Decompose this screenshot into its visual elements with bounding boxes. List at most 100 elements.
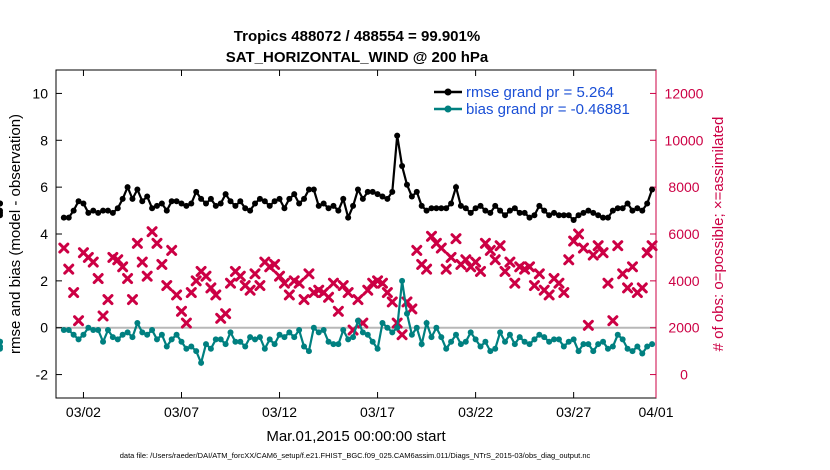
bias-point (364, 331, 371, 338)
bias-point (600, 338, 607, 345)
bias-point (315, 329, 322, 336)
bias-point (516, 334, 523, 341)
bias-point (438, 334, 445, 341)
rmse-point (242, 205, 249, 212)
bias-point (222, 341, 229, 348)
bias-point (526, 341, 533, 348)
bias-point (85, 324, 92, 331)
bias-point (178, 338, 185, 345)
obs-assimilated-marker (190, 275, 202, 287)
x-tick-label: 03/02 (66, 404, 101, 420)
bias-point (482, 338, 489, 345)
rmse-point (168, 198, 175, 205)
bias-point (70, 331, 77, 338)
obs-assimilated-marker (425, 230, 437, 242)
bias-point (119, 331, 126, 338)
bias-point (139, 329, 146, 336)
rmse-point (301, 195, 308, 202)
rmse-point (614, 205, 621, 212)
bias-point (212, 336, 219, 343)
rmse-point (609, 207, 616, 214)
rmse-point (188, 200, 195, 207)
rmse-point (433, 205, 440, 212)
right-tick-label: 8000 (668, 179, 699, 195)
rmse-point (75, 198, 82, 205)
bias-point (261, 345, 268, 352)
rmse-point (506, 207, 513, 214)
rmse-point (305, 186, 312, 193)
bias-point (639, 350, 646, 357)
rmse-point (232, 202, 239, 209)
bias-point (203, 341, 209, 348)
obs-assimilated-marker (303, 268, 315, 280)
rmse-point (541, 207, 548, 214)
obs-assimilated-marker (509, 277, 521, 289)
rmse-point (482, 207, 489, 214)
rmse-point (183, 202, 190, 209)
rmse-point (325, 205, 332, 212)
rmse-point (492, 202, 499, 209)
rmse-point (256, 195, 263, 202)
bias-point (305, 348, 312, 355)
rmse-point (467, 209, 474, 216)
obs-assimilated-marker (445, 251, 457, 263)
legend-bias-marker (444, 105, 452, 113)
rmse-point (163, 207, 170, 214)
x-tick-label: 03/17 (360, 404, 395, 420)
obs-assimilated-marker (381, 287, 393, 299)
rmse-point (555, 212, 562, 219)
x-tick-label: 04/01 (638, 404, 673, 420)
obs-assimilated-marker (602, 277, 614, 289)
obs-assimilated-marker (337, 280, 349, 292)
bias-point (109, 334, 116, 341)
bias-point (207, 345, 214, 352)
obs-assimilated-marker (587, 249, 599, 261)
bias-point (521, 338, 528, 345)
rmse-point (60, 214, 67, 221)
bias-point (153, 336, 160, 343)
bias-point (149, 327, 156, 334)
rmse-point (516, 209, 523, 216)
bias-point (242, 343, 249, 350)
obs-assimilated-marker (131, 237, 143, 249)
legend-bias-label: bias grand pr = -0.46881 (466, 101, 630, 118)
bias-point (60, 327, 67, 334)
obs-assimilated-marker (122, 273, 134, 285)
rmse-point (438, 205, 445, 212)
bias-point (369, 338, 376, 345)
rmse-point (0, 200, 3, 207)
rmse-point (90, 207, 97, 214)
rmse-point (634, 205, 641, 212)
left-axis-label: rmse and bias (model - observation) (7, 114, 24, 354)
bias-point (541, 334, 548, 341)
legend: rmse grand pr = 5.264 bias grand pr = -0… (434, 84, 630, 118)
bias-point (359, 329, 366, 336)
obs-assimilated-marker (494, 240, 506, 252)
bias-point (487, 348, 494, 355)
obs-assimilated-marker (376, 277, 388, 289)
bias-point (340, 327, 347, 334)
bias-point (286, 329, 293, 336)
rmse-point (511, 205, 518, 212)
right-tick-label: 0 (680, 367, 688, 383)
rmse-point (320, 200, 327, 207)
bias-point (0, 343, 3, 350)
obs-assimilated-marker (592, 240, 604, 252)
bias-point (104, 327, 111, 334)
data-marks (0, 133, 658, 367)
rmse-point (315, 202, 322, 209)
bias-point (374, 345, 381, 352)
obs-assimilated-marker (484, 244, 496, 256)
obs-assimilated-marker (342, 287, 354, 299)
rmse-point (203, 200, 209, 207)
obs-assimilated-marker (97, 310, 109, 322)
obs-assimilated-marker (499, 265, 511, 277)
bias-point (457, 341, 464, 348)
bias-point (585, 341, 592, 348)
bias-point (604, 345, 611, 352)
rmse-point (354, 186, 361, 193)
legend-rmse-label: rmse grand pr = 5.264 (466, 84, 614, 101)
obs-assimilated-marker (641, 247, 653, 259)
rmse-point (296, 200, 303, 207)
bias-point (173, 331, 180, 338)
